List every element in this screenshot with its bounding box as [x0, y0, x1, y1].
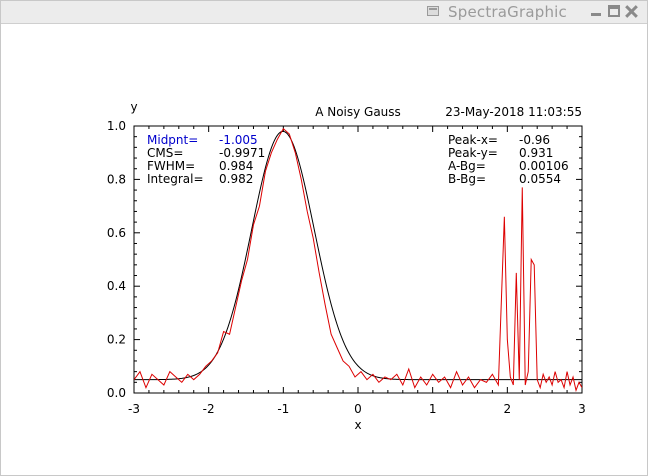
window-title: SpectraGraphic [448, 3, 567, 21]
timestamp: 23-May-2018 11:03:55 [445, 105, 582, 119]
stat-label: B-Bg= [448, 172, 486, 186]
y-tick-label: 0.6 [107, 226, 126, 240]
chart-title: A Noisy Gauss [315, 105, 401, 119]
stat-label: Peak-x= [448, 133, 498, 147]
y-tick-label: 0.8 [107, 172, 126, 186]
x-tick-label: 2 [504, 402, 512, 416]
plot-frame [133, 125, 583, 394]
x-axis-label: x [354, 418, 361, 432]
x-tick-label: -1 [277, 402, 289, 416]
y-tick-label: 1.0 [107, 119, 126, 133]
stat-value: 0.982 [219, 172, 253, 186]
x-tick-label: 0 [354, 402, 362, 416]
chart-svg: -3 -2 -1 0 1 2 3 0.0 0.2 0.4 0.6 0.8 1.0 x y A Noisy Ga… [107, 100, 586, 432]
x-tick-label: 3 [578, 402, 586, 416]
close-icon[interactable] [625, 5, 638, 18]
maximize-icon[interactable] [608, 5, 620, 17]
stat-label: Integral= [147, 172, 204, 186]
y-axis-label: y [130, 100, 137, 114]
fit-curve-series [134, 130, 582, 381]
stat-value: -0.9971 [219, 146, 265, 160]
stat-value: 0.00106 [519, 159, 569, 173]
app-icon[interactable] [427, 6, 439, 16]
noisy-data-series [134, 127, 582, 393]
x-tick-label: -3 [128, 402, 140, 416]
title-bar[interactable]: SpectraGraphic [1, 1, 647, 24]
stat-value: 0.0554 [519, 172, 561, 186]
stat-label: CMS= [147, 146, 183, 160]
stat-value: -0.96 [519, 133, 550, 147]
x-tick-label: 1 [429, 402, 437, 416]
stat-value: 0.984 [219, 159, 253, 173]
stat-label: Peak-y= [448, 146, 498, 160]
y-tick-label: 0.4 [107, 279, 126, 293]
stat-label: FWHM= [147, 159, 195, 173]
stat-label: Midpnt= [147, 133, 198, 147]
stat-value: 0.931 [519, 146, 553, 160]
x-tick-label: -2 [203, 402, 215, 416]
y-tick-label: 0.0 [107, 386, 126, 400]
stat-label: A-Bg= [448, 159, 486, 173]
stat-value: -1.005 [219, 133, 258, 147]
y-tick-label: 0.2 [107, 333, 126, 347]
minimize-icon[interactable] [590, 5, 603, 18]
plot-canvas: -3 -2 -1 0 1 2 3 0.0 0.2 0.4 0.6 0.8 1.0 x y A Noisy Ga… [1, 24, 647, 475]
